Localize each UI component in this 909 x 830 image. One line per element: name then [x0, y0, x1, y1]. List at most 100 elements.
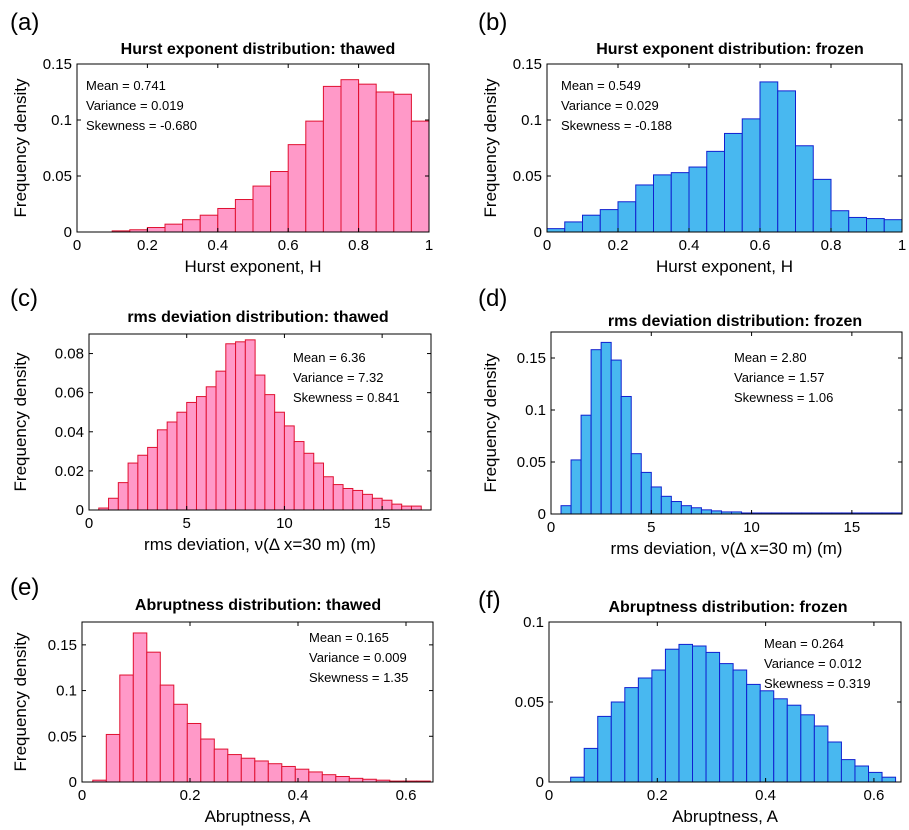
stats-annotation: Mean = 0.549 — [561, 78, 641, 93]
x-axis-label: rms deviation, ν(Δ x=30 m) (m) — [144, 535, 376, 554]
panel-b: 0 0.2 0.4 0.6 0.8 1 0 0.05 0.1 0.15 (b) Hurst expon… — [478, 9, 906, 276]
histogram-bar — [159, 684, 175, 783]
stats-annotation: Skewness = 0.319 — [764, 676, 871, 691]
y-tick-label: 0.05 — [515, 694, 544, 711]
x-tick-label: 0.6 — [863, 787, 884, 804]
histogram-bar — [213, 748, 229, 783]
panel-e: 0 0.2 0.4 0.6 0 0.05 0.1 0.15 (e) Abruptness dist… — [10, 574, 434, 826]
histogram-bar — [827, 741, 842, 783]
histogram-bar — [146, 651, 161, 783]
histogram-bar — [352, 489, 364, 511]
panel-label: (e) — [10, 574, 39, 601]
histogram-bar — [199, 214, 219, 233]
stats-annotation: Variance = 0.009 — [309, 650, 407, 665]
histogram-bar — [564, 221, 583, 233]
histogram-bar — [362, 493, 373, 511]
histogram-bar — [741, 118, 761, 233]
histogram-bar — [664, 648, 680, 783]
x-tick-label: 0 — [73, 237, 81, 254]
histogram-bar — [732, 669, 748, 783]
histogram-bar — [127, 462, 139, 511]
histogram-bar — [313, 462, 325, 511]
histogram-bar — [653, 174, 672, 233]
histogram-bar — [215, 370, 227, 511]
histogram-bar — [391, 503, 403, 511]
histogram-bar — [759, 81, 779, 233]
x-tick-label: 0 — [543, 237, 551, 254]
histogram-bar — [800, 714, 815, 783]
axes-box — [81, 621, 434, 783]
y-tick-label: 0.15 — [43, 56, 72, 73]
y-axis-label: Frequency density — [481, 353, 500, 492]
y-tick-label: 0 — [536, 774, 544, 791]
panel-label: (a) — [10, 9, 39, 36]
histogram-bar — [868, 771, 883, 783]
histogram-bar — [166, 421, 178, 511]
panel-label: (b) — [478, 9, 507, 36]
histogram-bar — [305, 120, 324, 233]
histogram-bar — [186, 722, 202, 783]
histogram-bar — [323, 476, 334, 511]
x-tick-label: 0.4 — [207, 237, 228, 254]
x-tick-label: 0.2 — [180, 787, 201, 804]
histogram-bar — [342, 487, 354, 511]
histogram-bar — [200, 738, 215, 783]
histogram-bar — [680, 505, 692, 515]
panel-c: 0 5 10 15 0 0.02 0.04 0.06 0.08 (c) rms deviation … — [10, 285, 432, 554]
histogram-bar — [706, 150, 725, 233]
x-axis-label: Hurst exponent, H — [656, 257, 793, 276]
histogram-bar — [375, 91, 395, 233]
histogram-bar — [119, 674, 134, 783]
stats-annotation: Mean = 6.36 — [293, 350, 366, 365]
stats-annotation: Variance = 0.029 — [561, 98, 659, 113]
histogram-bar — [580, 414, 592, 515]
histogram-bar — [308, 771, 323, 783]
x-tick-label: 15 — [374, 515, 391, 532]
y-tick-label: 0.05 — [43, 168, 72, 185]
x-axis-label: Abruptness, A — [672, 807, 779, 826]
chart-title: rms deviation distribution: thawed — [127, 309, 388, 326]
histogram-bar — [156, 429, 168, 511]
histogram-bar — [173, 703, 188, 783]
histogram-bar — [637, 677, 653, 783]
histogram-bar — [635, 184, 654, 233]
y-axis-label: Frequency density — [11, 352, 30, 491]
stats-annotation: Skewness = 0.841 — [293, 390, 400, 405]
histogram-bar — [205, 386, 217, 511]
x-tick-label: 0 — [85, 515, 93, 532]
histogram-bar — [670, 172, 690, 233]
histogram-bar — [381, 499, 393, 511]
x-tick-label: 0.2 — [647, 787, 668, 804]
histogram-bar — [795, 145, 814, 233]
y-tick-label: 0.05 — [48, 728, 77, 745]
y-tick-label: 0 — [69, 774, 77, 791]
histogram-bar — [287, 144, 307, 233]
chart-title: Hurst exponent distribution: thawed — [121, 41, 396, 58]
chart-title: Abruptness distribution: frozen — [608, 599, 847, 616]
y-tick-label: 0.15 — [513, 56, 542, 73]
histogram-bar — [624, 687, 639, 783]
histogram-bar — [322, 85, 342, 233]
histogram-bar — [678, 643, 694, 783]
y-tick-label: 0.04 — [55, 424, 84, 441]
y-tick-label: 0 — [64, 224, 72, 241]
x-tick-label: 0 — [545, 787, 553, 804]
x-tick-label: 15 — [844, 519, 861, 536]
histogram-bar — [759, 690, 775, 783]
y-tick-label: 0 — [534, 224, 542, 241]
y-tick-label: 0.05 — [517, 454, 546, 471]
histogram-bar — [240, 757, 256, 783]
histogram-bar — [848, 216, 867, 233]
histogram-bar — [640, 471, 652, 515]
x-axis-label: rms deviation, ν(Δ x=30 m) (m) — [611, 539, 843, 558]
y-tick-label: 0 — [538, 506, 546, 523]
histogram-bar — [813, 725, 829, 783]
histogram-bar — [147, 446, 158, 511]
axes-box — [76, 63, 430, 233]
y-axis-label: Frequency density — [11, 78, 30, 217]
panel-a: 0 0.2 0.4 0.6 0.8 1 0 0.05 0.1 0.15 (a) Hurst expon… — [10, 9, 433, 276]
histogram-bar — [303, 452, 315, 511]
y-axis-label: Frequency density — [481, 78, 500, 217]
x-tick-label: 0.2 — [137, 237, 158, 254]
